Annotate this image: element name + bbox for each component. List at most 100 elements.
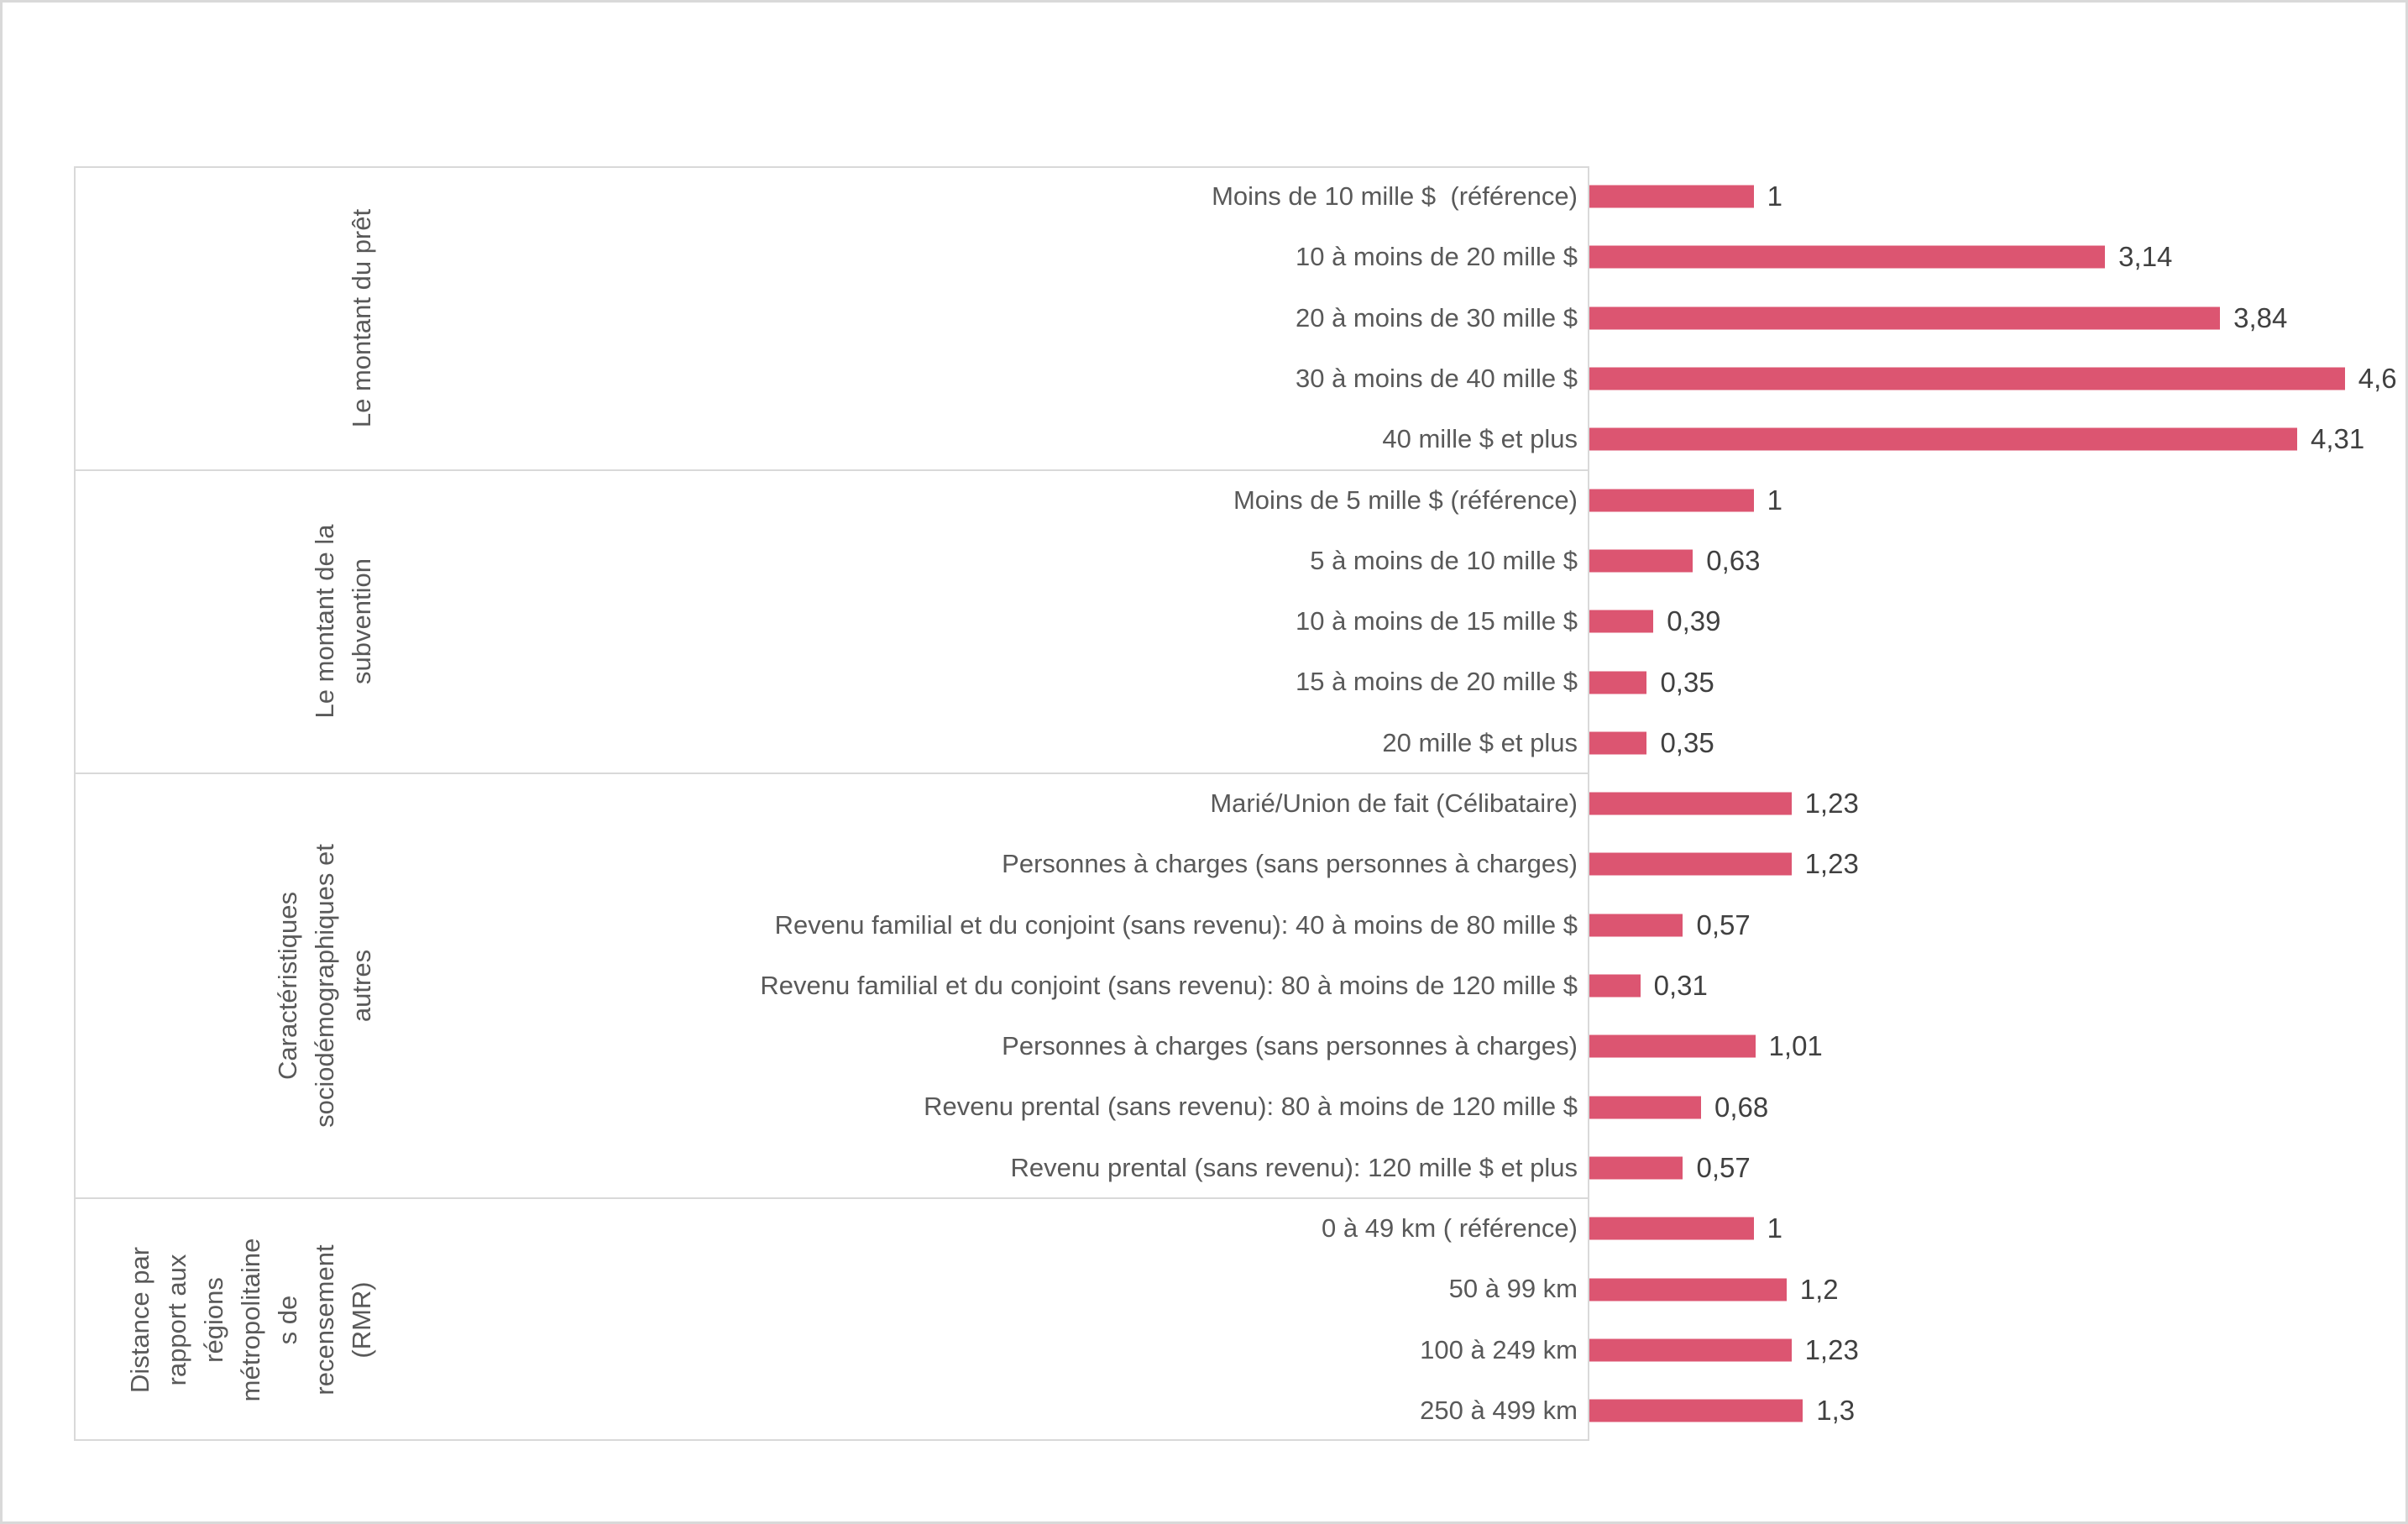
bar	[1589, 731, 1647, 755]
category-label: 10 à moins de 15 mille $	[1295, 606, 1578, 636]
category-label: Marié/Union de fait (Célibataire)	[1210, 788, 1578, 818]
bar	[1589, 974, 1641, 998]
bar-row: Personnes à charges (sans personnes à ch…	[456, 834, 2405, 894]
bar-cell: 0,35	[1589, 652, 2405, 712]
bar	[1589, 671, 1647, 694]
bar	[1589, 1278, 1787, 1301]
group-label: Le montant du prêt	[347, 208, 376, 427]
bar-row: Moins de 5 mille $ (référence) 1	[456, 470, 2405, 531]
bar-row: Revenu prental (sans revenu): 120 mille …	[456, 1138, 2405, 1198]
category-label: 10 à moins de 20 mille $	[1295, 242, 1578, 272]
bar-row: Revenu familial et du conjoint (sans rev…	[456, 895, 2405, 956]
bar-cell: 0,39	[1589, 591, 2405, 652]
bar-cell: 3,84	[1589, 288, 2405, 348]
group-band: Le montant du prêt Moins de 10 mille $ (r…	[74, 166, 2405, 470]
value-label: 0,63	[1706, 544, 1761, 576]
category-label: Revenu prental (sans revenu): 80 à moins…	[924, 1092, 1578, 1122]
bar-row: Revenu familial et du conjoint (sans rev…	[456, 956, 2405, 1016]
bar-row: 10 à moins de 20 mille $ 3,14	[456, 227, 2405, 287]
bar	[1589, 306, 2221, 330]
bar	[1589, 427, 2298, 451]
bar-cell: 0,68	[1589, 1076, 2405, 1137]
group-divider-line	[74, 1197, 1589, 1200]
group-divider-line	[74, 469, 1589, 471]
value-label: 1	[1767, 1212, 1782, 1244]
bar	[1589, 914, 1683, 937]
category-label: 50 à 99 km	[1448, 1274, 1578, 1304]
bar	[1589, 185, 1754, 208]
value-label: 1,23	[1804, 788, 1859, 820]
bar-row: 15 à moins de 20 mille $ 0,35	[456, 652, 2405, 712]
bar-row: 40 mille $ et plus 4,31	[456, 409, 2405, 469]
bar-row: 0 à 49 km ( référence) 1	[456, 1198, 2405, 1259]
bar-row: 20 mille $ et plus 0,35	[456, 713, 2405, 773]
bar-row: 10 à moins de 15 mille $ 0,39	[456, 591, 2405, 652]
value-label: 1,2	[1799, 1273, 1839, 1305]
value-label: 0,35	[1660, 666, 1714, 698]
group-label-column: Caractéristiques sociodémographiques et au…	[74, 773, 456, 1198]
bar-cell: 1,23	[1589, 834, 2405, 894]
bar-cell: 0,63	[1589, 531, 2405, 591]
bar-cell: 1,23	[1589, 773, 2405, 834]
bar-cell: 1,23	[1589, 1320, 2405, 1380]
bar-row: Revenu prental (sans revenu): 80 à moins…	[456, 1076, 2405, 1137]
bar	[1589, 1217, 1754, 1240]
bar-row: 250 à 499 km 1,3	[456, 1380, 2405, 1441]
value-label: 1	[1767, 181, 1782, 212]
bar-cell: 4,31	[1589, 409, 2405, 469]
bar-cell: 0,57	[1589, 895, 2405, 956]
category-label: 0 à 49 km ( référence)	[1322, 1213, 1578, 1244]
bar-row: Personnes à charges (sans personnes à ch…	[456, 1016, 2405, 1076]
value-label: 1,23	[1804, 1333, 1859, 1365]
bar-row: Moins de 10 mille $ (référence) 1	[456, 166, 2405, 227]
value-label: 0,31	[1653, 970, 1708, 1002]
category-label: Moins de 5 mille $ (référence)	[1233, 484, 1578, 515]
category-label: 30 à moins de 40 mille $	[1295, 363, 1578, 393]
bar	[1589, 1338, 1792, 1362]
plot-area	[74, 166, 1589, 1441]
bar-row: 30 à moins de 40 mille $ 4,6	[456, 348, 2405, 409]
value-label: 4,6	[2358, 363, 2397, 395]
category-label: Revenu prental (sans revenu): 120 mille …	[1010, 1152, 1578, 1182]
group-label: Caractéristiques sociodémographiques et au…	[273, 844, 376, 1128]
category-label: Revenu familial et du conjoint (sans rev…	[760, 970, 1578, 1000]
category-label: 15 à moins de 20 mille $	[1295, 667, 1578, 697]
value-label: 1	[1767, 484, 1782, 516]
bar-row: Marié/Union de fait (Célibataire) 1,23	[456, 773, 2405, 834]
group-label-column: Le montant de la subvention	[74, 470, 456, 774]
category-label: Personnes à charges (sans personnes à ch…	[1002, 849, 1578, 879]
group-divider-line	[74, 772, 1589, 774]
category-label: 20 à moins de 30 mille $	[1295, 302, 1578, 333]
bar-cell: 1	[1589, 166, 2405, 227]
group-label-column: Distance par rapport aux régions métropolit…	[74, 1198, 456, 1441]
value-label: 1,01	[1768, 1030, 1823, 1062]
value-label: 0,57	[1696, 1151, 1751, 1183]
category-label: 20 mille $ et plus	[1382, 727, 1578, 757]
category-label: 100 à 249 km	[1420, 1334, 1578, 1364]
category-label: 40 mille $ et plus	[1382, 424, 1578, 454]
bar	[1589, 792, 1792, 815]
value-label: 0,35	[1660, 726, 1714, 758]
bar	[1589, 367, 2345, 390]
category-label: Revenu familial et du conjoint (sans rev…	[774, 909, 1578, 940]
category-axis-and-bars: Le montant du prêt Moins de 10 mille $ (r…	[74, 166, 2405, 1441]
category-label: Personnes à charges (sans personnes à ch…	[1002, 1031, 1578, 1061]
bar-row: 5 à moins de 10 mille $ 0,63	[456, 531, 2405, 591]
value-label: 0,39	[1667, 605, 1721, 637]
group-label: Distance par rapport aux régions métropolit…	[125, 1238, 376, 1402]
bar-cell: 0,57	[1589, 1138, 2405, 1198]
bar-cell: 1	[1589, 1198, 2405, 1259]
value-label: 0,57	[1696, 909, 1751, 940]
bar	[1589, 610, 1654, 633]
value-label: 1,3	[1816, 1395, 1856, 1427]
value-label: 4,31	[2311, 423, 2365, 455]
bar-row: 100 à 249 km 1,23	[456, 1320, 2405, 1380]
bar-cell: 0,35	[1589, 713, 2405, 773]
group-band: Distance par rapport aux régions métropolit…	[74, 1197, 2405, 1441]
bar	[1589, 1156, 1683, 1180]
bar	[1589, 1399, 1803, 1422]
bar-cell: 1,01	[1589, 1016, 2405, 1076]
group-label: Le montant de la subvention	[310, 524, 376, 719]
bar-row: 50 à 99 km 1,2	[456, 1259, 2405, 1319]
